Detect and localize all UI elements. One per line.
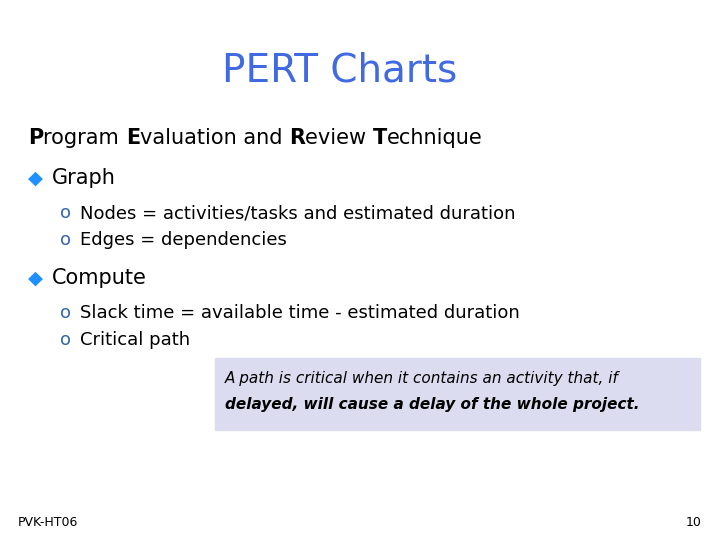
Text: rogram: rogram — [43, 128, 125, 148]
Text: echnique: echnique — [387, 128, 482, 148]
Text: 10: 10 — [686, 516, 702, 529]
Text: delayed, will cause a delay of the whole project.: delayed, will cause a delay of the whole… — [225, 396, 639, 411]
Text: Graph: Graph — [52, 168, 116, 188]
Text: PERT Charts: PERT Charts — [222, 51, 458, 89]
Text: R: R — [289, 128, 305, 148]
Text: A path is critical when it contains an activity that, if: A path is critical when it contains an a… — [225, 370, 619, 386]
Text: Slack time = available time - estimated duration: Slack time = available time - estimated … — [80, 304, 520, 322]
FancyBboxPatch shape — [215, 358, 700, 430]
Text: ◆: ◆ — [28, 168, 43, 187]
Text: o: o — [60, 231, 71, 249]
Text: PVK-HT06: PVK-HT06 — [18, 516, 78, 529]
Text: o: o — [60, 204, 71, 222]
Text: Critical path: Critical path — [80, 331, 190, 349]
Text: o: o — [60, 331, 71, 349]
Text: valuation and: valuation and — [140, 128, 289, 148]
Text: Edges = dependencies: Edges = dependencies — [80, 231, 287, 249]
Text: P: P — [28, 128, 43, 148]
Text: eview: eview — [305, 128, 373, 148]
Text: o: o — [60, 304, 71, 322]
Text: ◆: ◆ — [28, 268, 43, 287]
Text: E: E — [125, 128, 140, 148]
Text: T: T — [373, 128, 387, 148]
Text: Nodes = activities/tasks and estimated duration: Nodes = activities/tasks and estimated d… — [80, 204, 516, 222]
Text: Compute: Compute — [52, 268, 147, 288]
